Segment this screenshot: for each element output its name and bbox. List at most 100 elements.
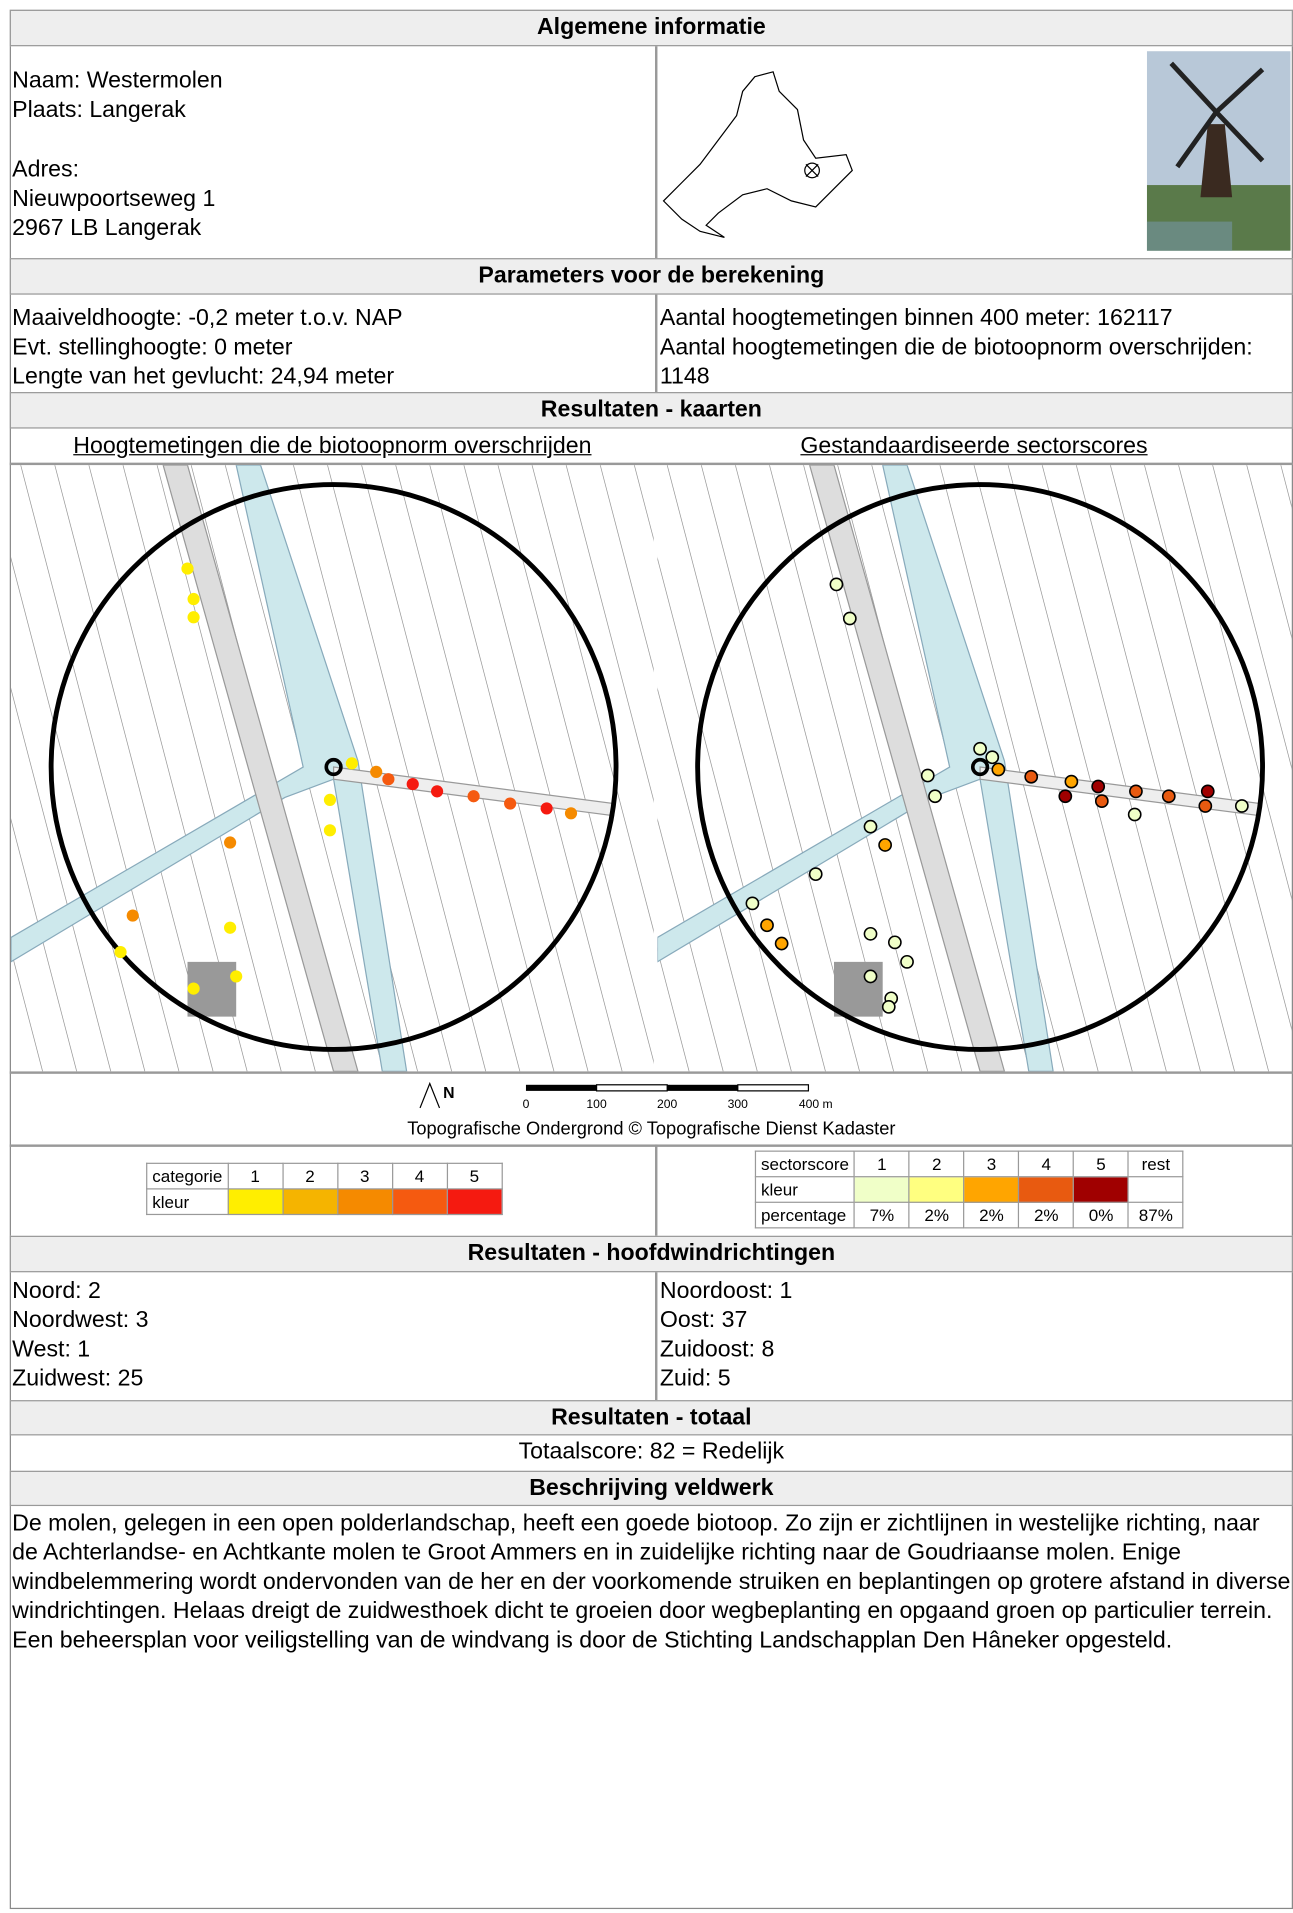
direction: Zuidoost: 8 xyxy=(659,1336,775,1363)
direction: Zuidwest: 25 xyxy=(12,1366,144,1392)
parcel-line xyxy=(803,465,963,1072)
parcel-line xyxy=(657,556,792,1072)
direction: Oost: 37 xyxy=(659,1307,748,1334)
sector-dot xyxy=(887,935,902,950)
parcel-line xyxy=(700,465,860,1072)
scale-bar: N 0 100 200 300 400 m xyxy=(419,1081,833,1111)
legend-cell: 2% xyxy=(908,1201,965,1229)
map-title: Gestandaardiseerde sectorscores xyxy=(800,433,1148,459)
legend-cell: 5 xyxy=(1073,1150,1130,1178)
parcel-line xyxy=(10,818,78,1072)
parcel-line xyxy=(769,465,929,1072)
legend-cell: 7% xyxy=(853,1201,910,1229)
parcel-line xyxy=(599,465,654,672)
divider xyxy=(655,1272,658,1401)
parameter: Evt. stellinghoogte: 0 meter xyxy=(12,334,293,361)
measurement-dot xyxy=(224,921,237,934)
mill xyxy=(970,757,990,777)
parcel-line xyxy=(395,465,555,1072)
legend-right: sectorscore 1 2 3 4 5 rest kleur percentage 7% 2… xyxy=(754,1150,1184,1229)
legend-cell: 4 xyxy=(1018,1150,1075,1178)
parameter: Lengte van het gevlucht: 24,94 meter xyxy=(12,364,395,390)
sector-dot xyxy=(991,762,1006,777)
parcel-line xyxy=(973,465,1133,1072)
parcel-line xyxy=(666,465,826,1072)
radius-circle xyxy=(48,482,619,1052)
parcel-line xyxy=(1212,465,1292,770)
road xyxy=(809,465,1006,1072)
sector-dot xyxy=(774,936,789,951)
legend-label: kleur xyxy=(146,1188,229,1216)
sector-dot xyxy=(900,954,914,969)
sector-dot xyxy=(1198,799,1213,813)
building xyxy=(833,961,883,1017)
sector-dot xyxy=(745,896,760,911)
section-title: Resultaten - kaarten xyxy=(9,392,1293,429)
mill xyxy=(324,757,343,777)
legend-swatch xyxy=(281,1188,338,1216)
parcel-line xyxy=(565,465,654,803)
direction: West: 1 xyxy=(12,1336,91,1363)
measurement-dot xyxy=(181,562,194,575)
legend-header: categorie xyxy=(146,1162,229,1190)
parameter: Aantal hoogtemetingen die de biotoopnorm… xyxy=(659,334,1253,390)
scale-label: 400 m xyxy=(799,1097,833,1111)
parcel-line xyxy=(122,465,282,1072)
sector-dot xyxy=(928,789,942,804)
divider xyxy=(655,294,658,393)
scale-label: 100 xyxy=(586,1097,607,1111)
scale-label: 300 xyxy=(728,1097,749,1111)
measurement-dot xyxy=(406,777,419,791)
divider xyxy=(9,462,1293,466)
north-label: N xyxy=(443,1085,454,1102)
building xyxy=(187,961,237,1017)
sector-dot xyxy=(808,867,823,882)
measurement-dot xyxy=(187,592,200,606)
legend-swatch xyxy=(336,1188,393,1216)
postcode: 2967 LB Langerak xyxy=(12,215,202,242)
measurement-dot xyxy=(224,836,237,849)
divider xyxy=(9,1071,1293,1074)
sector-dot xyxy=(1064,774,1079,789)
legend-cell: 5 xyxy=(446,1162,503,1190)
parcel-line xyxy=(1178,465,1292,901)
divider xyxy=(655,46,658,259)
legend-cell: rest xyxy=(1127,1150,1184,1178)
sector-dot xyxy=(878,838,893,852)
sector-dot xyxy=(881,999,896,1014)
street: Nieuwpoortseweg 1 xyxy=(12,186,216,212)
sector-dot xyxy=(842,611,857,626)
legend-swatch xyxy=(908,1176,965,1203)
parcel-line xyxy=(1280,465,1292,509)
divider xyxy=(9,1144,1293,1147)
parcel-line xyxy=(1041,465,1201,1072)
measurement-dot xyxy=(345,757,358,770)
legend-label: kleur xyxy=(754,1176,856,1203)
sector-dot xyxy=(863,926,878,941)
sector-dot xyxy=(1127,807,1142,822)
measurement-dot xyxy=(430,785,444,798)
sector-dot xyxy=(1058,789,1073,804)
parcel-line xyxy=(657,818,724,1072)
legend-header: sectorscore xyxy=(754,1150,856,1178)
parcel-line xyxy=(463,465,623,1072)
parcel-line xyxy=(10,948,43,1072)
sector-dot xyxy=(973,741,987,756)
measurement-dot xyxy=(370,765,383,778)
legend-swatch xyxy=(391,1188,448,1216)
parcel-line xyxy=(1075,465,1235,1072)
direction: Noordwest: 3 xyxy=(12,1307,149,1334)
sector-dot xyxy=(1129,784,1143,799)
place: Plaats: Langerak xyxy=(12,97,186,123)
measurement-dot xyxy=(382,773,395,786)
parcel-line xyxy=(10,556,146,1072)
section-title: Algemene informatie xyxy=(9,9,1293,47)
legend-cell: 1 xyxy=(227,1162,284,1190)
sector-dot xyxy=(829,577,844,592)
parcel-line xyxy=(1246,465,1292,640)
legend-swatch xyxy=(446,1188,503,1216)
parcel-line xyxy=(361,465,521,1072)
measurement-dot xyxy=(323,793,337,806)
parcel-line xyxy=(531,465,654,933)
